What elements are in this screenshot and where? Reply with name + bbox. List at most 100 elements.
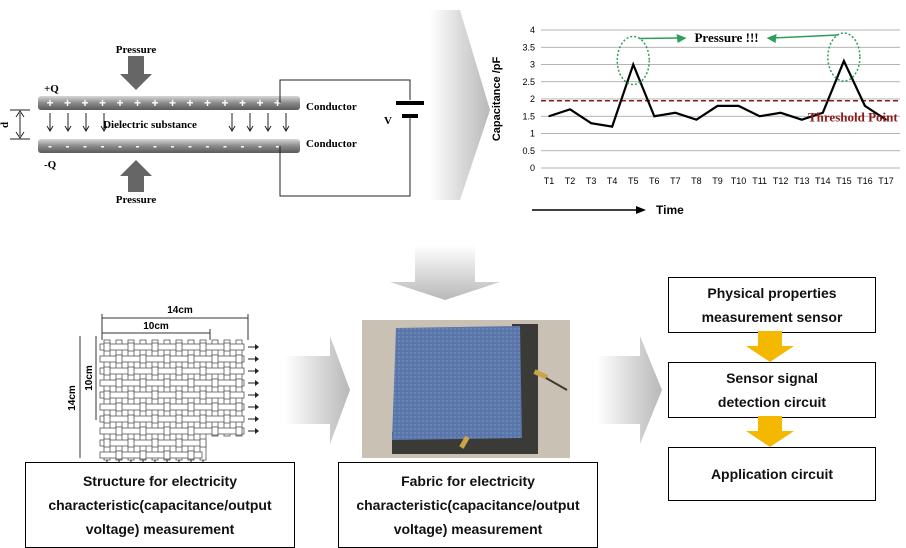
x-tick-label: T14 [815, 176, 831, 186]
y-tick-label: 4 [530, 25, 535, 35]
yarn-crossing [163, 402, 171, 412]
yarn-crossing [211, 354, 219, 364]
dim-14cm-left: 14cm [67, 385, 78, 411]
x-tick-label: T10 [731, 176, 747, 186]
annotation-arrow-right [772, 34, 838, 39]
yarn-crossing [103, 414, 111, 424]
yarn-crossing [115, 450, 123, 460]
d-label: d [0, 122, 11, 128]
detection-box-line-2: detection circuit [717, 394, 827, 410]
field-arrowhead [228, 125, 236, 132]
y-axis-label: Capacitance /pF [491, 57, 503, 142]
weft-yarn [99, 343, 245, 351]
dim-10cm-top: 10cm [143, 321, 169, 332]
plus-sign: + [239, 96, 246, 110]
warp-yarn [235, 339, 243, 437]
peak-ellipse-1 [616, 35, 650, 86]
circuit-wire-bottom [279, 128, 411, 197]
x-axis-label: Time [656, 203, 684, 217]
yarn-crossing [163, 450, 171, 460]
yarn-crossing [127, 414, 135, 424]
x-tick-label: T8 [691, 176, 702, 186]
field-arrowhead [282, 125, 290, 132]
x-tick-label: T7 [670, 176, 681, 186]
minus-sign: - [171, 139, 175, 153]
yellow-arrow-1 [746, 331, 794, 362]
conductor-top-label: Conductor [306, 101, 357, 113]
plus-sign: + [274, 96, 281, 110]
minus-q-label: -Q [44, 159, 57, 171]
weft-yarn [99, 451, 203, 459]
yarn-crossing [139, 426, 147, 436]
weft-yarn [99, 391, 245, 399]
data-point [779, 112, 782, 114]
flow-down-arrows [746, 331, 794, 447]
yarn-crossing [103, 438, 111, 448]
v-label: V [384, 115, 392, 127]
yarn-crossing [175, 438, 183, 448]
minus-sign: - [241, 139, 245, 153]
yarn-crossing [235, 426, 243, 436]
yarn-crossing [139, 354, 147, 364]
capacitor-diagram: Pressure Pressure + + + + + + + + + + + + + + -------… [0, 44, 424, 206]
data-point [758, 115, 761, 118]
plus-sign: + [134, 96, 141, 110]
lead-arrowhead [255, 368, 259, 374]
yarn-crossing [163, 378, 171, 388]
lead-arrowhead [255, 380, 259, 386]
yarn-crossing [211, 426, 219, 436]
pressure-bottom-label: Pressure [116, 194, 157, 206]
minus-signs: -------------- [48, 139, 280, 153]
data-point [885, 118, 887, 121]
y-tick-label: 1 [530, 129, 535, 139]
yarn-crossing [115, 426, 123, 436]
yarn-crossing [223, 414, 231, 424]
yarn-crossing [127, 342, 135, 352]
minus-sign: - [188, 139, 192, 153]
yarn-crossing [235, 402, 243, 412]
data-point [569, 108, 571, 111]
yarn-crossing [199, 414, 207, 424]
yarn-crossing [235, 378, 243, 388]
plus-sign: + [221, 96, 228, 110]
yarn-crossing [151, 366, 159, 376]
plus-sign: + [64, 96, 71, 110]
yarn-crossing [103, 390, 111, 400]
data-point [864, 105, 866, 107]
data-point [843, 60, 845, 62]
weft-yarn [99, 427, 245, 435]
field-arrows [46, 113, 290, 132]
minus-sign: - [258, 139, 262, 153]
yarn-crossing [151, 390, 159, 400]
sensor-box: Physical properties measurement sensor [668, 277, 876, 333]
x-tick-label: T13 [794, 176, 810, 186]
lead-arrowhead [255, 404, 259, 410]
minus-sign: - [48, 139, 52, 153]
yarn-crossing [175, 390, 183, 400]
woven-structure-diagram: 14cm 10cm 14cm 10cm [67, 305, 259, 470]
yarn-crossing [187, 426, 195, 436]
x-tick-label: T11 [752, 176, 767, 186]
data-point [737, 105, 740, 107]
data-point [674, 112, 677, 114]
yarn-crossing [127, 366, 135, 376]
yarn-crossing [223, 342, 231, 352]
minus-sign: - [153, 139, 157, 153]
lead-arrowhead [255, 428, 259, 434]
detection-box-line-1: Sensor signal [726, 370, 818, 386]
weft-yarn [99, 403, 245, 411]
weft-yarn [99, 367, 245, 375]
x-tick-label: T6 [649, 176, 660, 186]
structure-caption-line-3: voltage) measurement [85, 521, 235, 537]
minus-sign: - [101, 139, 105, 153]
fabric-caption-line-3: voltage) measurement [393, 521, 543, 537]
minus-sign: - [118, 139, 122, 153]
big-arrow-down-center [390, 245, 500, 300]
data-point [822, 112, 824, 114]
yarn-crossing [199, 438, 207, 448]
field-arrowhead [64, 125, 72, 132]
capacitance-chart: 00.511.522.533.54 T1 T2 T3 T4 T5 T6 T7 T8 T9 T10 T… [491, 25, 900, 217]
yarn-crossing [151, 342, 159, 352]
y-tick-label: 3 [530, 60, 535, 70]
